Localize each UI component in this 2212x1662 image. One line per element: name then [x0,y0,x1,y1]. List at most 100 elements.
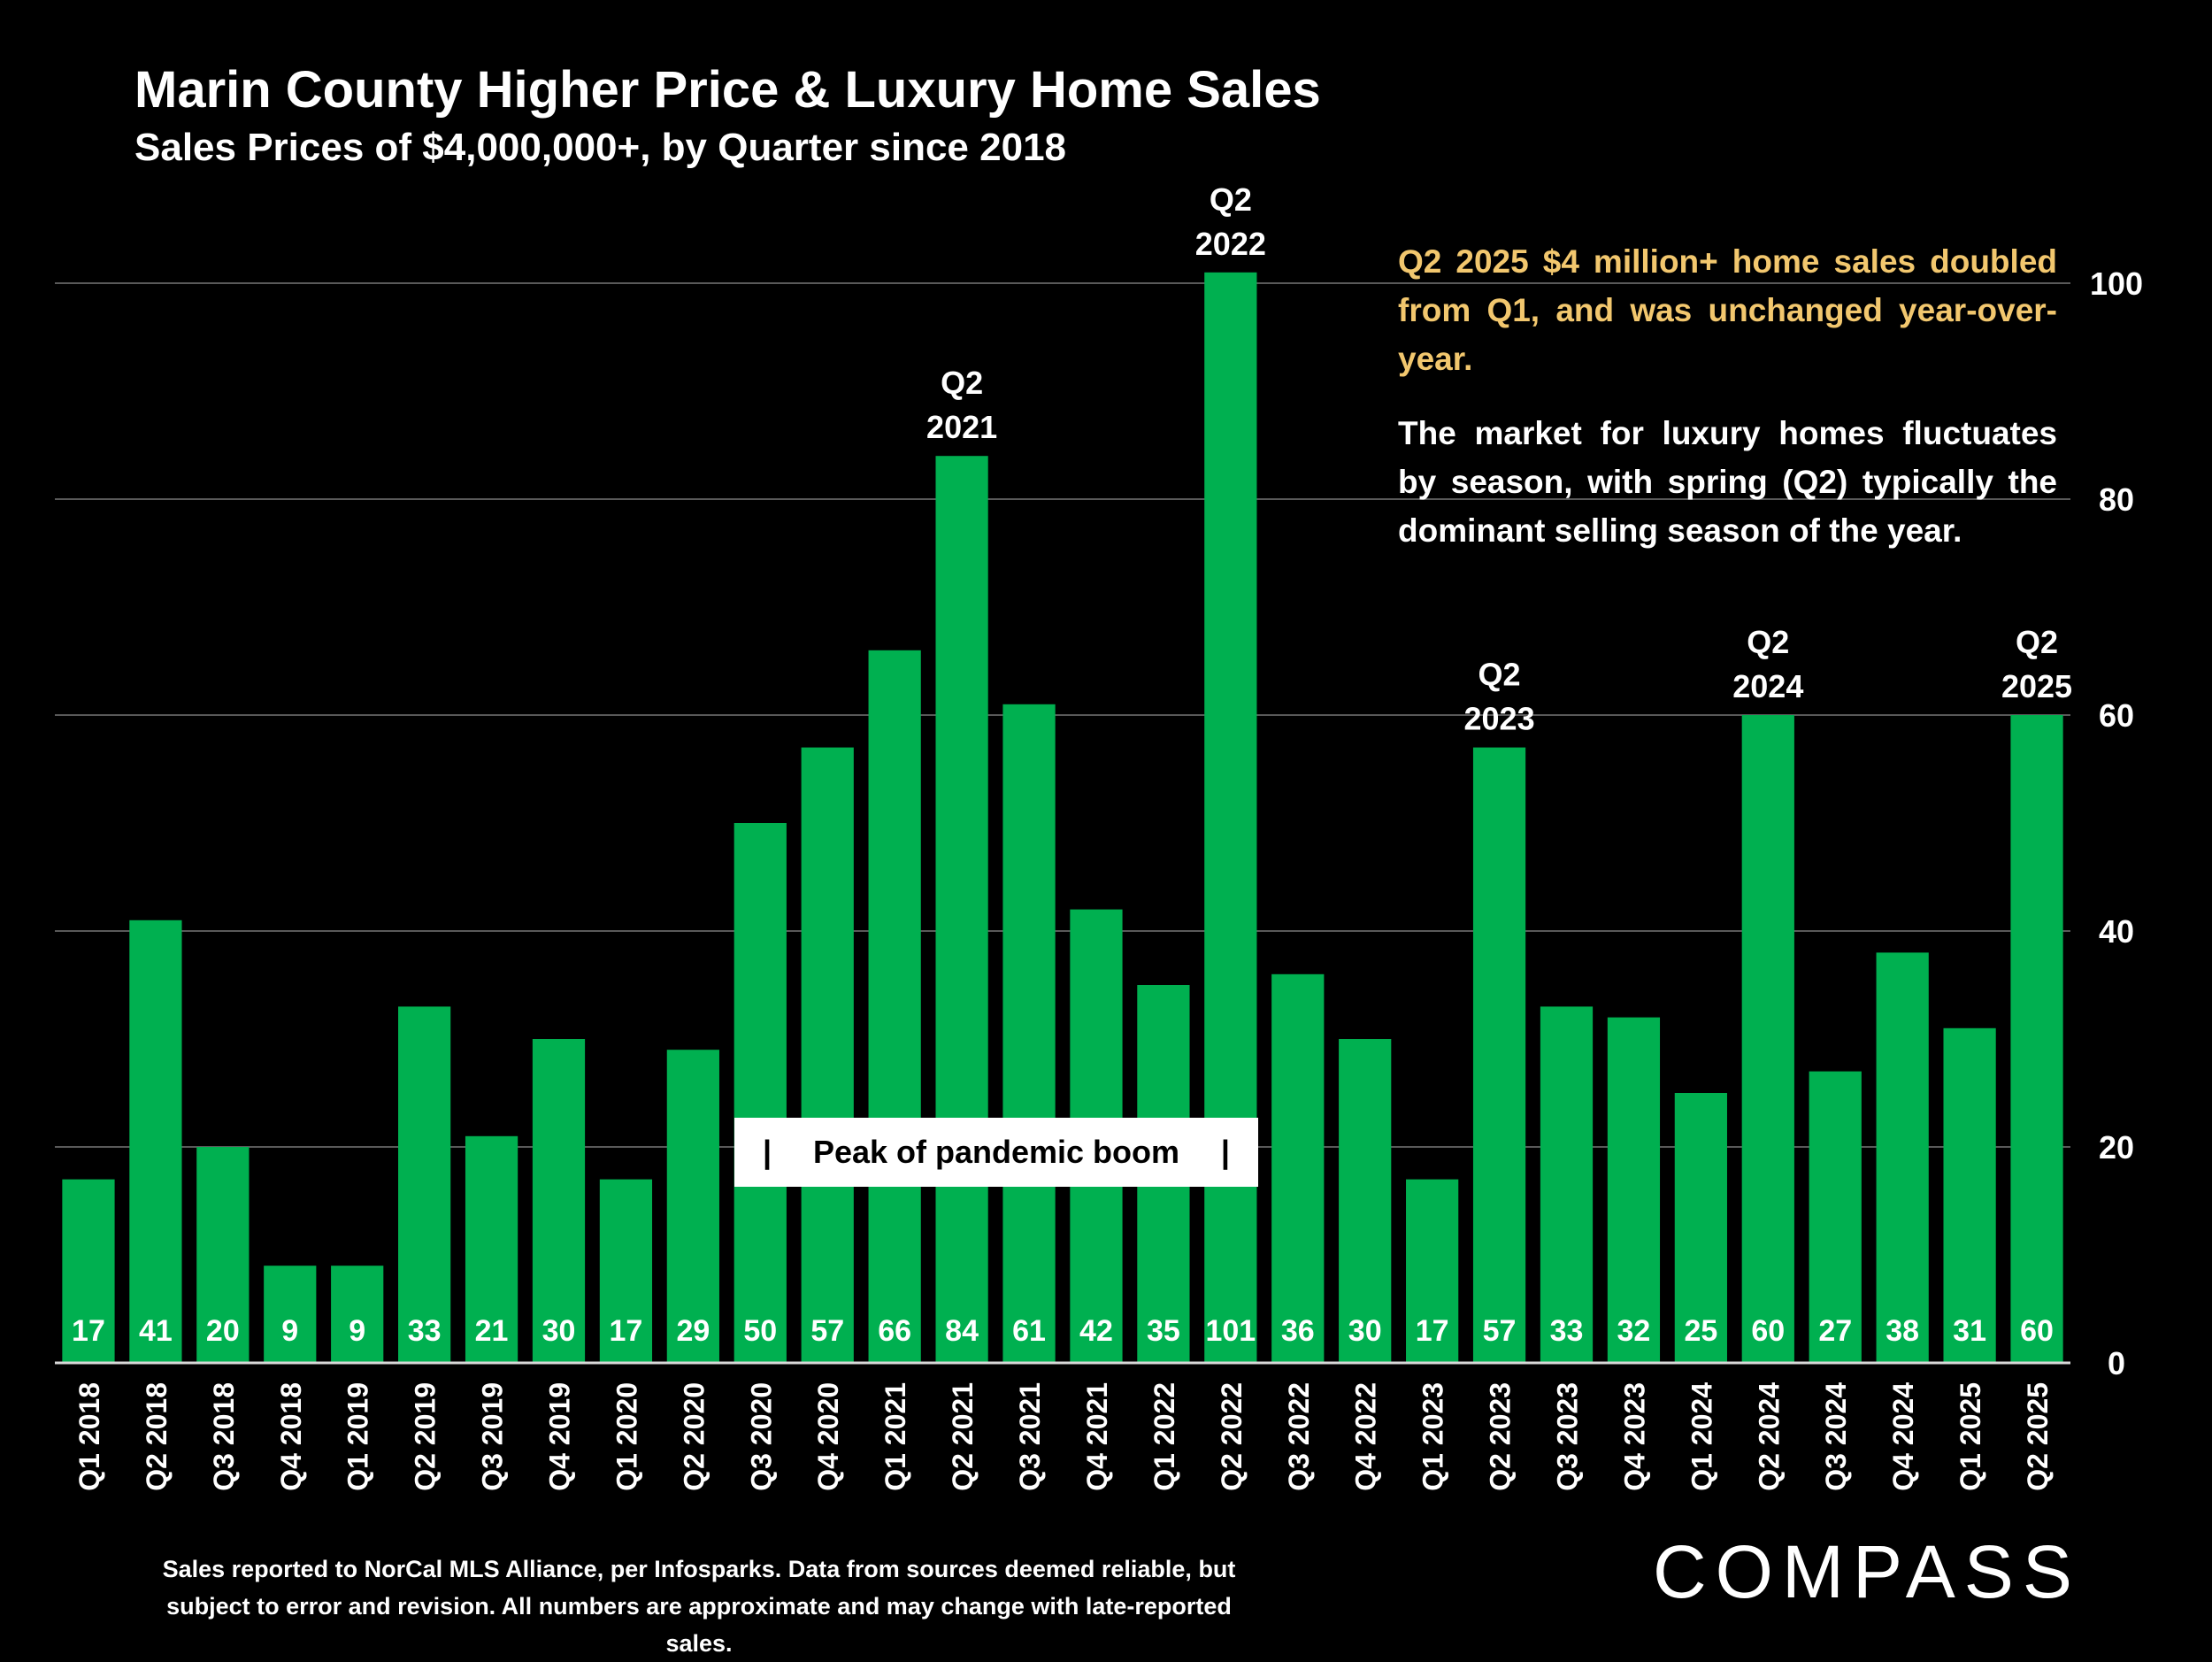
x-tick-label: Q4 2022 [1350,1382,1382,1491]
x-tick-label: Q1 2021 [879,1382,911,1491]
x-tick-label: Q3 2023 [1552,1382,1584,1491]
x-tick-label: Q3 2018 [208,1382,240,1491]
peak-annotation: | Peak of pandemic boom | [734,1118,1258,1187]
data-label: 41 [139,1314,173,1348]
x-tick-label: Q2 2020 [678,1382,710,1491]
axes: 0 20 40 60 80 100 [55,265,2143,1381]
bar-highlight-label: 2022 [1195,226,1266,262]
bar [1339,1039,1392,1363]
bar [733,823,787,1363]
bar [1674,1093,1727,1363]
x-tick-label: Q2 2022 [1216,1382,1248,1491]
x-tick-label: Q1 2024 [1686,1382,1717,1491]
x-tick-label: Q4 2018 [275,1382,307,1491]
x-tick-label: Q1 2018 [73,1382,105,1491]
bar-highlight-label: 2021 [926,409,997,445]
bar [1406,1179,1459,1363]
callout-body: The market for luxury homes fluctuates b… [1398,415,2057,549]
x-tick-label: Q2 2023 [1485,1382,1517,1491]
bar [935,456,988,1364]
y-tick-label: 20 [2099,1129,2134,1166]
compass-logo: COMPASS [1653,1530,2081,1613]
data-label: 33 [1550,1314,1584,1348]
data-label: 35 [1147,1314,1180,1348]
data-label: 33 [408,1314,442,1348]
bar [331,1266,384,1363]
bar-highlight-label: 2023 [1464,701,1535,737]
data-label: 17 [1416,1314,1449,1348]
x-tick-label: Q4 2019 [544,1382,576,1491]
x-tick-label: Q1 2022 [1148,1382,1180,1491]
footnote: Sales reported to NorCal MLS Alliance, p… [162,1556,1236,1657]
x-tick-label: Q2 2019 [410,1382,442,1491]
x-tick-label: Q4 2023 [1618,1382,1650,1491]
data-label: 30 [542,1314,576,1348]
data-label: 25 [1684,1314,1717,1348]
data-label: 17 [72,1314,105,1348]
bar [1002,704,1056,1363]
peak-text: Peak of pandemic boom [812,1134,1180,1170]
data-label: 31 [1953,1314,1986,1348]
bar-highlight-label: 2024 [1732,668,1803,704]
chart-subtitle: Sales Prices of $4,000,000+, by Quarter … [134,126,1067,169]
x-tick-label: Q3 2022 [1283,1382,1315,1491]
data-label: 9 [349,1314,365,1348]
bar-highlight-label: 2025 [2001,668,2072,704]
x-tick-label: Q1 2023 [1417,1382,1449,1491]
bar-highlight-label: Q2 [1210,181,1252,218]
bar [1271,973,1325,1363]
chart-title: Marin County Higher Price & Luxury Home … [134,61,1321,119]
bar-highlight-label: Q2 [1747,624,1789,660]
bar [666,1050,719,1363]
x-tick-label: Q4 2021 [1081,1382,1113,1491]
data-label: 32 [1617,1314,1651,1348]
data-label: 84 [945,1314,979,1348]
data-label: 21 [475,1314,509,1348]
bar [465,1135,518,1363]
peak-left-mark: | [763,1134,772,1170]
x-tick-label: Q4 2020 [812,1382,844,1491]
y-tick-label: 100 [2090,265,2143,302]
data-labels: 17 Q1 2018 41 Q2 2018 20 Q3 2018 9 Q4 2018 9 Q1 2… [72,181,2072,1491]
y-tick-label: 60 [2099,697,2134,734]
y-tick-label: 80 [2099,481,2134,518]
x-tick-label: Q3 2020 [745,1382,777,1491]
x-tick-label: Q3 2024 [1820,1382,1852,1491]
data-label: 30 [1348,1314,1382,1348]
peak-right-mark: | [1220,1134,1230,1170]
data-label: 101 [1205,1314,1256,1348]
bar [1472,747,1526,1363]
bar [1876,952,1929,1363]
x-tick-label: Q2 2018 [141,1382,173,1491]
x-tick-label: Q1 2025 [1955,1382,1986,1491]
x-tick-label: Q2 2025 [2022,1382,2054,1491]
data-label: 36 [1281,1314,1315,1348]
bar-highlight-label: Q2 [941,365,983,401]
x-tick-label: Q2 2024 [1753,1382,1785,1491]
data-label: 66 [878,1314,911,1348]
bar [1943,1027,1996,1363]
data-label: 57 [1483,1314,1517,1348]
y-tick-label: 40 [2099,913,2134,950]
data-label: 61 [1012,1314,1046,1348]
bar [129,919,182,1363]
bar [599,1179,653,1363]
data-label: 50 [743,1314,777,1348]
x-tick-label: Q2 2021 [947,1382,979,1491]
data-label: 17 [610,1314,643,1348]
x-tick-label: Q1 2019 [342,1382,374,1491]
data-label: 57 [810,1314,844,1348]
x-tick-label: Q4 2024 [1887,1382,1919,1491]
data-label: 42 [1079,1314,1113,1348]
bar [1204,272,1257,1363]
callout-highlight: Q2 2025 $4 million+ home sales doubled f… [1398,243,2057,377]
bar-highlight-label: Q2 [1479,657,1521,693]
data-label: 27 [1818,1314,1852,1348]
data-label: 20 [206,1314,240,1348]
bar [196,1147,250,1363]
bar [2010,715,2063,1363]
bar-highlight-label: Q2 [2016,624,2058,660]
bar [1809,1071,1862,1363]
bar [532,1039,586,1363]
y-tick-label: 0 [2108,1345,2125,1381]
